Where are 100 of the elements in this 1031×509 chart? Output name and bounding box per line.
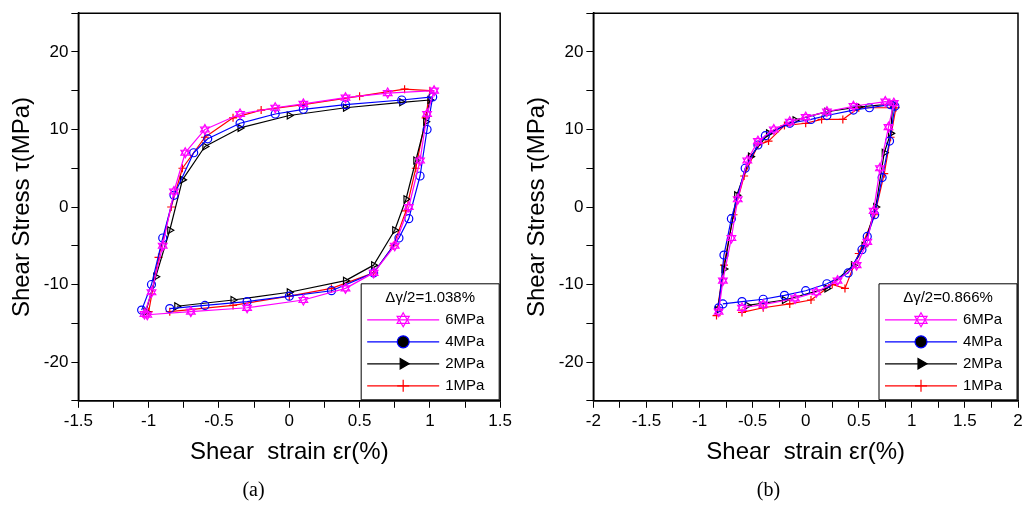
x-tick-label: 2 [1013,410,1023,430]
point [832,275,843,287]
point [403,195,411,204]
point [235,118,245,128]
point [790,292,800,305]
point [862,231,872,242]
point [760,131,770,141]
point [868,205,879,217]
point [721,264,729,274]
point [415,171,425,181]
x-tick-label: -1 [141,410,157,430]
point [228,113,238,123]
point [726,214,736,224]
x-tick-label: 1 [907,410,917,430]
x-tick-label: 1.5 [953,410,977,430]
point [811,286,822,298]
point [185,306,196,318]
legend-title: Δγ/2=1.038% [385,287,476,305]
point [415,154,425,167]
point [864,103,874,113]
point [342,276,351,285]
point [237,123,245,132]
point [881,148,889,157]
point [235,108,245,120]
point [413,156,421,165]
point [189,148,199,158]
point [737,302,747,314]
point [340,282,351,294]
x-tick-label: -0.5 [204,410,234,430]
y-tick-label: 20 [564,41,584,61]
y-tick-label: -20 [558,351,584,371]
point [726,232,737,244]
x-tick-label: -1 [691,410,708,430]
point [888,129,896,138]
point [877,172,887,183]
point [169,190,179,200]
legend-label: 1MPa [445,375,486,393]
legend-label: 4MPa [445,331,486,349]
legend-label: 2MPa [445,353,486,371]
text: (b) [756,478,781,502]
point [806,114,816,124]
x-tick-label: -1.5 [63,410,94,430]
y-tick-label: -20 [43,351,69,371]
x-tick-label: -2 [585,410,601,430]
point [875,162,885,174]
point [199,123,210,136]
point [792,116,800,125]
point [394,233,404,243]
point [732,193,743,205]
point [158,233,168,243]
point [174,302,182,311]
point [200,300,210,311]
point [822,279,832,289]
y-tick-label: -10 [43,274,69,294]
point [169,185,179,198]
point [202,142,210,151]
point [179,175,188,184]
point [146,286,157,298]
legend-label: 6MPa [963,309,1003,327]
point [165,303,175,314]
point [423,117,431,126]
point [857,245,867,255]
point [422,124,432,135]
x-axis-title: Shear strain εr(%) [706,437,906,465]
point [270,102,281,114]
point [429,85,440,97]
point [840,283,850,293]
point [824,284,832,293]
point [883,121,894,133]
point [744,301,752,310]
point [862,236,873,248]
point [848,100,859,112]
y-tick-label: 20 [49,41,69,61]
point [371,261,379,270]
x-tick-label: -0.5 [737,410,768,430]
point [742,154,753,167]
point [180,147,191,159]
point [242,296,252,307]
point [800,111,811,123]
point [422,108,432,120]
point [392,226,400,235]
point [167,226,175,235]
x-tick-label: -1.5 [631,410,662,430]
point [157,240,168,252]
point [781,295,790,305]
point [848,105,859,115]
point [737,296,747,307]
point [298,104,308,114]
x-tick-label: 0.5 [347,410,372,430]
y-axis-title: Shear Stress τ(MPa) [7,96,35,318]
y-tick-label: 0 [573,196,584,216]
x-tick-label: 0 [284,410,295,430]
point [752,135,763,147]
text: (a) [242,478,265,502]
x-axis-title: Shear strain εr(%) [189,437,389,465]
point [740,163,750,173]
point [779,290,790,300]
point [270,109,280,119]
legend-label: 1MPa [963,375,1003,393]
point [298,294,309,306]
